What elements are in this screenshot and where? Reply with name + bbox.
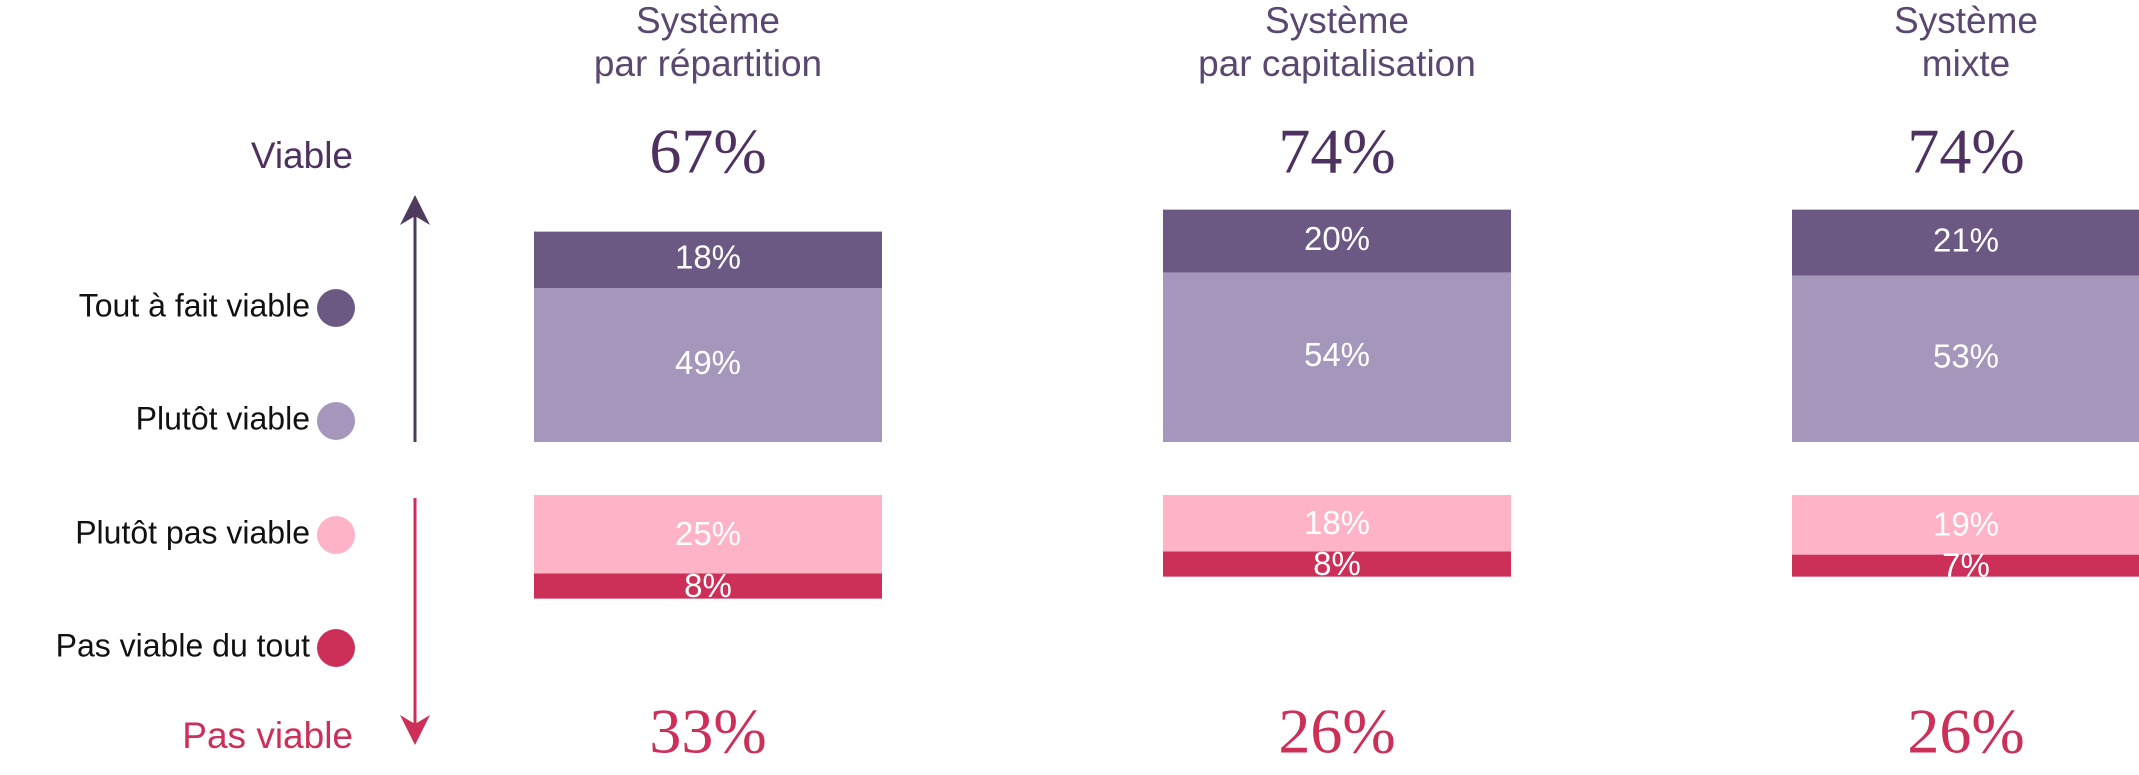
bar-segment — [1792, 554, 2139, 577]
bar-segment — [534, 231, 882, 289]
legend-label: Plutôt pas viable — [75, 514, 310, 550]
column-header: par répartition — [594, 43, 822, 84]
bar-segment — [534, 495, 882, 574]
bar-segment — [1792, 209, 2139, 276]
bar-segment — [1163, 551, 1511, 577]
legend-swatch — [317, 402, 355, 440]
value-label: 8% — [684, 567, 732, 604]
value-label: 8% — [1313, 545, 1361, 582]
total-value: 33% — [649, 696, 766, 767]
value-label: 18% — [675, 239, 741, 276]
total-value: 74% — [1907, 116, 2024, 187]
value-label: 49% — [675, 344, 741, 381]
bar-segment — [1792, 275, 2139, 442]
bar-segment — [534, 288, 882, 442]
column-header: mixte — [1922, 43, 2010, 84]
value-label: 21% — [1933, 221, 1999, 258]
legend-label: Pas viable du tout — [56, 627, 311, 663]
legend-swatch — [317, 516, 355, 554]
bar-segment — [534, 573, 882, 599]
value-label: 19% — [1933, 506, 1999, 543]
legend-label: Plutôt viable — [136, 400, 310, 436]
legend-label: Tout à fait viable — [79, 287, 310, 323]
value-label: 54% — [1304, 336, 1370, 373]
column-header: Système — [636, 0, 780, 41]
total-label: Pas viable — [182, 715, 353, 756]
column-header: Système — [1265, 0, 1409, 41]
total-value: 26% — [1907, 696, 2024, 767]
column-header: Système — [1894, 0, 2038, 41]
legend-swatch — [317, 629, 355, 667]
column-header: par capitalisation — [1198, 43, 1476, 84]
total-value: 67% — [649, 116, 766, 187]
total-value: 74% — [1278, 116, 1395, 187]
bar-segment — [1163, 209, 1511, 273]
value-label: 53% — [1933, 338, 1999, 375]
value-label: 18% — [1304, 504, 1370, 541]
value-label: 25% — [675, 515, 741, 552]
total-label: Viable — [251, 135, 353, 176]
bar-segment — [1792, 495, 2139, 555]
value-label: 20% — [1304, 220, 1370, 257]
bar-segment — [1163, 272, 1511, 442]
legend-swatch — [317, 289, 355, 327]
bar-segment — [1163, 495, 1511, 552]
total-value: 26% — [1278, 696, 1395, 767]
value-label: 7% — [1942, 546, 1990, 583]
